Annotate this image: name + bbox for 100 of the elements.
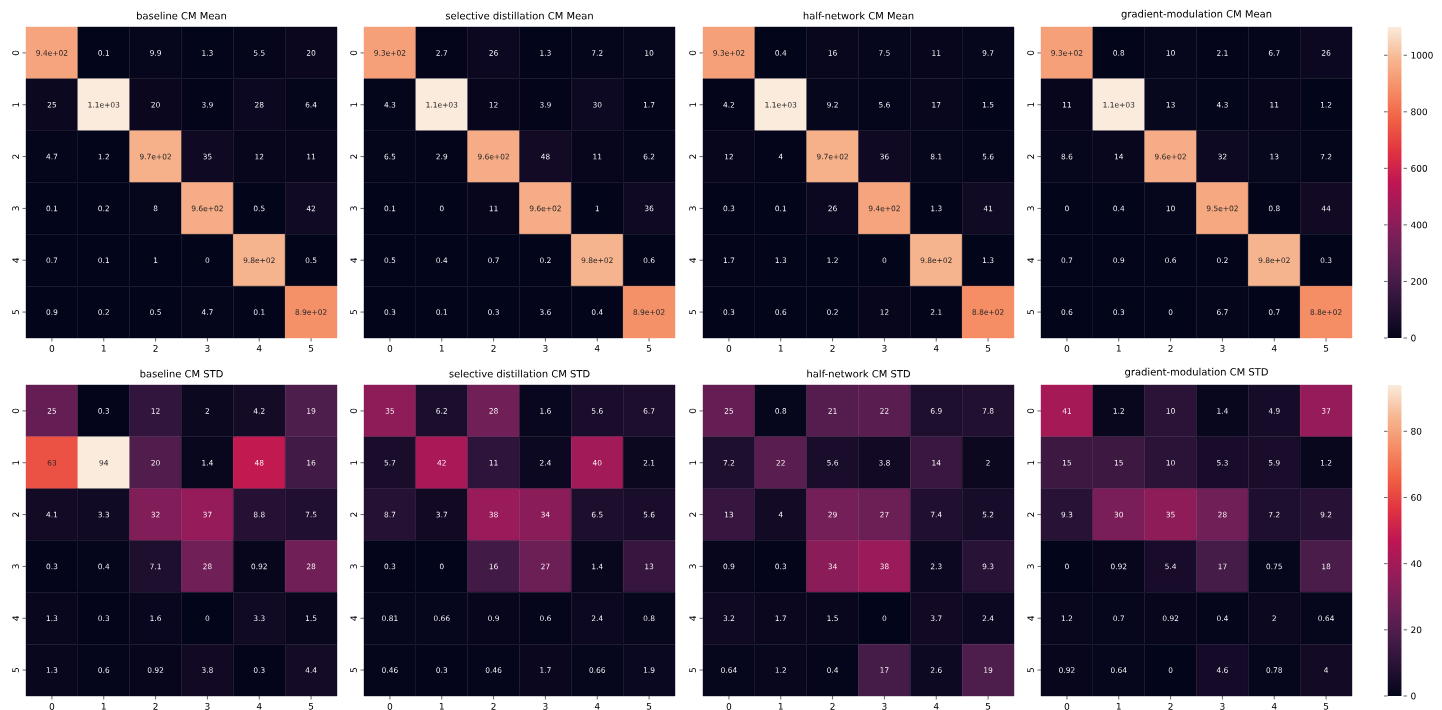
y-tick-label: 4 [350,257,357,263]
x-tick-label: 5 [646,345,652,352]
color-bar-label: 20 [1411,626,1422,634]
y-tick-label: 3 [689,206,696,211]
x-tick-label: 0 [49,345,55,352]
x-tick-label: 0 [726,345,732,352]
color-bar-label: 60 [1411,494,1422,501]
y-tick-label: 3 [350,206,357,211]
color-bar-label: 0 [1411,692,1416,700]
y-tick-label: 2 [12,154,19,159]
y-tick-label: 5 [1027,668,1034,673]
y-tick-label: 0 [350,50,357,56]
y-tick-label: 4 [689,257,696,263]
x-tick-label: 3 [1220,345,1225,352]
y-tick-label: 2 [350,512,357,517]
y-tick-label: 0 [1027,408,1034,414]
x-tick-label: 0 [387,703,393,710]
y-tick-label: 2 [689,154,696,159]
y-tick-label: 2 [689,512,696,517]
chart-title: half-network CM STD [807,369,911,378]
y-tick-label: 1 [1027,460,1034,465]
y-tick-label: 1 [350,460,357,465]
x-tick-label: 2 [491,345,496,352]
color-bar-label: 40 [1410,560,1422,568]
color-bar-label: 600 [1411,164,1428,172]
y-tick-label: 5 [689,668,696,673]
x-tick-label: 5 [985,703,991,710]
y-tick-label: 0 [689,50,696,56]
y-tick-label: 1 [689,102,696,107]
y-tick-label: 4 [12,257,19,263]
y-tick-label: 0 [12,408,19,414]
color-bar-label: 1000 [1411,51,1433,59]
x-tick-label: 5 [1323,345,1329,352]
y-tick-label: 2 [350,154,357,159]
color-bar-label: 200 [1411,278,1428,285]
y-tick-label: 2 [1027,154,1034,159]
x-tick-label: 2 [491,703,496,710]
x-tick-label: 1 [439,345,444,352]
x-tick-label: 2 [153,345,158,352]
y-tick-label: 5 [12,668,19,673]
x-tick-label: 1 [778,345,783,352]
chart-title: gradient-modulation CM Mean [1121,9,1272,20]
x-tick-label: 2 [1168,345,1173,352]
x-tick-label: 3 [543,703,548,710]
x-tick-label: 5 [308,703,314,710]
x-tick-label: 5 [1323,703,1329,710]
x-tick-label: 1 [1116,345,1121,352]
y-tick-label: 4 [12,615,19,621]
y-tick-label: 5 [12,310,19,315]
y-tick-label: 0 [12,50,19,56]
y-tick-label: 1 [12,460,19,465]
x-tick-label: 3 [205,345,210,352]
y-tick-label: 4 [1027,257,1034,263]
x-tick-label: 0 [1064,703,1070,710]
y-tick-label: 3 [1027,564,1034,569]
x-tick-label: 0 [49,703,55,710]
x-tick-label: 0 [387,345,393,352]
chart-title: baseline CM Mean [137,11,227,20]
color-bar-label: 0 [1411,334,1416,342]
x-tick-label: 2 [1168,703,1173,710]
x-tick-label: 5 [646,703,652,710]
x-tick-label: 4 [933,345,939,352]
x-tick-label: 4 [1271,345,1277,352]
color-bar-label: 80 [1411,427,1422,435]
x-tick-label: 3 [882,703,887,710]
y-tick-label: 0 [689,408,696,414]
y-tick-label: 3 [1027,206,1034,211]
y-tick-label: 4 [689,615,696,621]
y-tick-label: 3 [12,206,19,211]
chart-title: half-network CM Mean [803,11,914,20]
y-tick-label: 5 [689,310,696,315]
x-tick-label: 2 [153,703,158,710]
x-tick-label: 0 [1064,345,1070,352]
chart-title: selective distillation CM STD [449,369,590,378]
y-tick-label: 4 [1027,615,1034,621]
color-bar-label: 800 [1411,108,1428,116]
x-tick-label: 5 [985,345,991,352]
x-tick-label: 2 [830,345,835,352]
x-tick-label: 1 [778,703,783,710]
x-tick-label: 4 [594,703,600,710]
x-tick-label: 3 [543,345,548,352]
y-tick-label: 1 [689,460,696,465]
x-tick-label: 1 [101,345,106,352]
x-tick-label: 4 [1271,703,1277,710]
chart-title: selective distillation CM Mean [445,11,593,20]
y-tick-label: 1 [350,102,357,107]
x-tick-label: 1 [439,703,444,710]
x-tick-label: 1 [101,703,106,710]
y-tick-label: 5 [350,310,357,315]
y-tick-label: 2 [1027,512,1034,517]
x-tick-label: 1 [1116,703,1121,710]
y-tick-label: 3 [12,564,19,569]
x-tick-label: 4 [933,703,939,710]
x-tick-label: 3 [1220,703,1225,710]
x-tick-label: 4 [594,345,600,352]
x-tick-label: 4 [256,703,262,710]
chart-title: baseline CM STD [140,369,223,378]
color-bar-label: 400 [1410,221,1428,229]
y-tick-label: 1 [1027,102,1034,107]
y-tick-label: 0 [1027,50,1034,56]
